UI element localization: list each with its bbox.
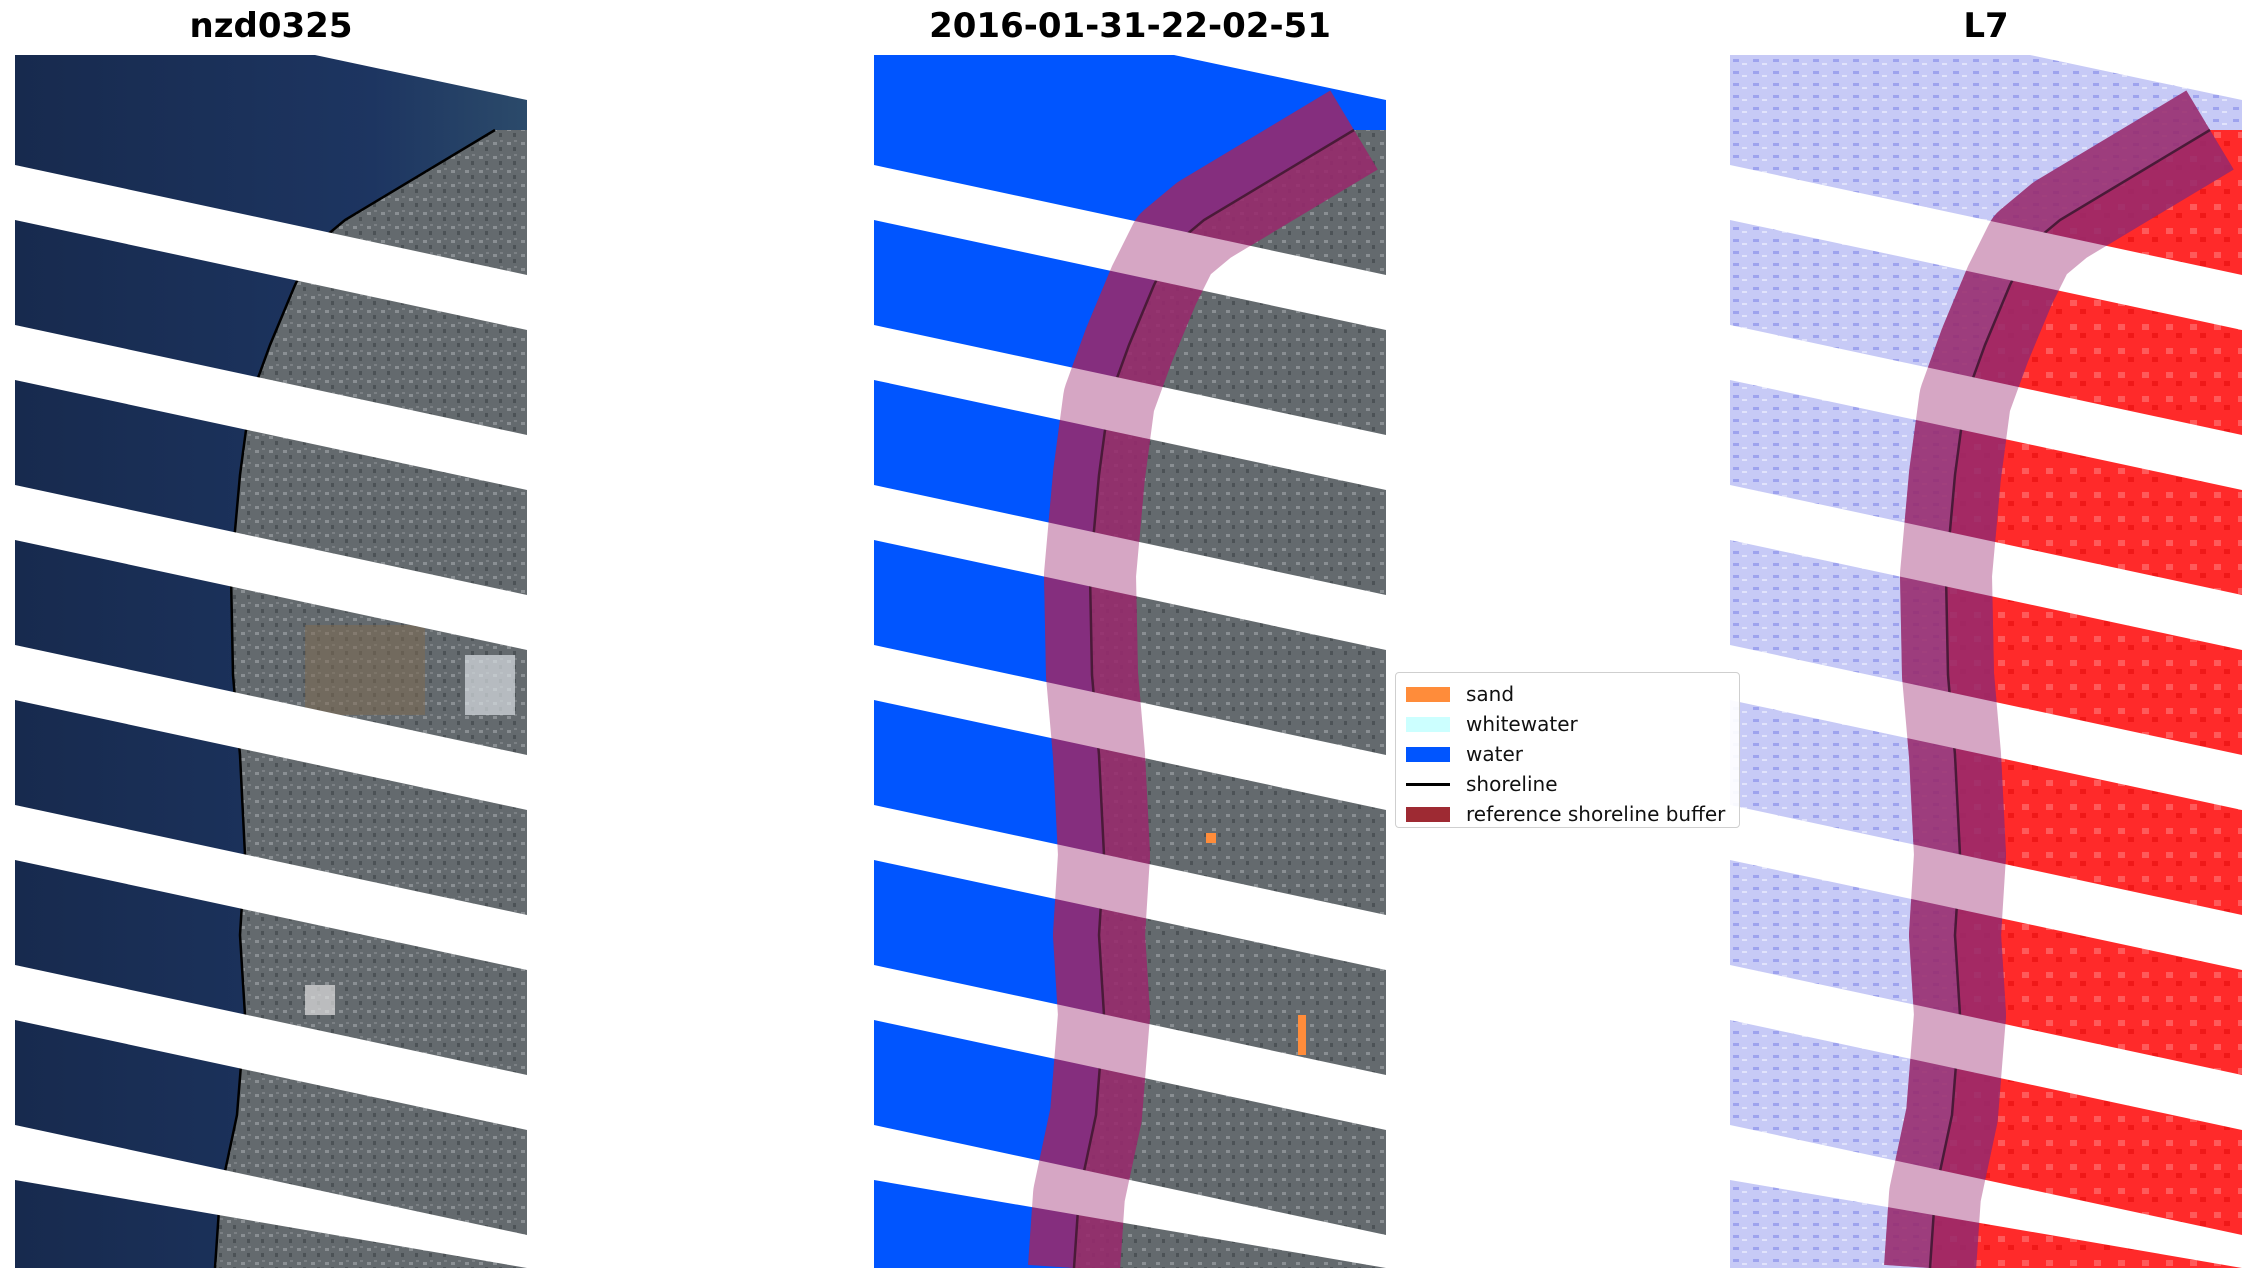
legend-item-sand: sand [1406,679,1729,709]
legend-swatch-buffer [1406,806,1450,822]
panel-title-date: 2016-01-31-22-02-51 [929,6,1331,46]
index-image [1730,55,2242,1268]
sand-pixels [1206,833,1216,843]
legend-item-shoreline: shoreline [1406,769,1729,799]
legend-label: sand [1466,682,1515,706]
legend-label: water [1466,742,1523,766]
legend-label: whitewater [1466,712,1578,736]
panel-title-satellite: L7 [1963,6,2009,46]
legend-line-shoreline [1406,782,1450,786]
legend-label: shoreline [1466,772,1558,796]
legend-swatch-whitewater [1406,716,1450,732]
legend-item-whitewater: whitewater [1406,709,1729,739]
rgb-image [15,55,527,1268]
scanline-gaps [15,55,527,1268]
legend-swatch-water [1406,746,1450,762]
legend-label: reference shoreline buffer [1466,802,1726,826]
panel-title-image: nzd0325 [189,6,353,46]
rgb-image-panel [15,55,527,1268]
index-image-panel [1730,55,2242,1268]
legend-swatch-sand [1406,686,1450,702]
legend: sand whitewater water shoreline referenc… [1395,672,1740,828]
legend-item-buffer: reference shoreline buffer [1406,799,1729,829]
classified-image-panel [874,55,1386,1268]
classified-image [874,55,1386,1268]
legend-item-water: water [1406,739,1729,769]
